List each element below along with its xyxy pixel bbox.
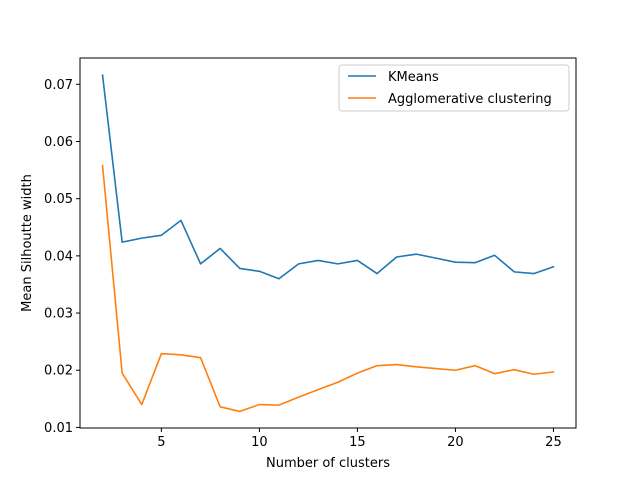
x-tick-label: 20 — [447, 435, 464, 450]
y-tick-label: 0.03 — [44, 307, 73, 322]
y-axis-label: Mean Silhoutte width — [20, 174, 35, 312]
series-line-agglomerative-clustering — [101, 164, 555, 413]
y-tick-label: 0.05 — [44, 192, 73, 207]
x-axis-label: Number of clusters — [266, 456, 390, 471]
y-tick-label: 0.07 — [44, 78, 73, 93]
legend-label-kmeans: KMeans — [388, 70, 439, 85]
y-ticks: 0.01 0.02 0.03 0.04 0.05 0.06 0.07 — [44, 78, 80, 436]
plot-frame — [79, 57, 577, 429]
plot-lines — [101, 74, 555, 413]
legend-box — [338, 64, 570, 112]
y-tick-label: 0.04 — [44, 249, 73, 264]
axes — [79, 57, 577, 429]
x-tick-label: 25 — [545, 435, 562, 450]
x-ticks: 5 10 15 20 25 — [157, 428, 562, 450]
y-tick-label: 0.01 — [44, 421, 73, 436]
legend-label-agglomerative: Agglomerative clustering — [388, 92, 552, 107]
y-tick-label: 0.06 — [44, 135, 73, 150]
y-tick-label: 0.02 — [44, 364, 73, 379]
series-line-kmeans — [101, 74, 555, 280]
legend: KMeans Agglomerative clustering — [338, 64, 570, 112]
x-tick-label: 15 — [349, 435, 366, 450]
x-tick-label: 5 — [157, 435, 165, 450]
x-tick-label: 10 — [251, 435, 268, 450]
